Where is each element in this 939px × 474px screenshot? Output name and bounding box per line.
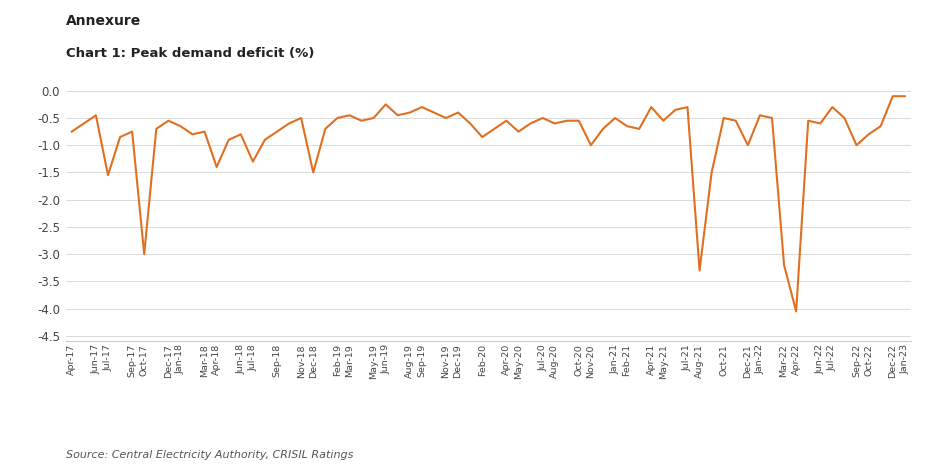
Text: Source: Central Electricity Authority, CRISIL Ratings: Source: Central Electricity Authority, C… <box>66 450 353 460</box>
Text: Annexure: Annexure <box>66 14 141 28</box>
Text: Chart 1: Peak demand deficit (%): Chart 1: Peak demand deficit (%) <box>66 47 315 60</box>
